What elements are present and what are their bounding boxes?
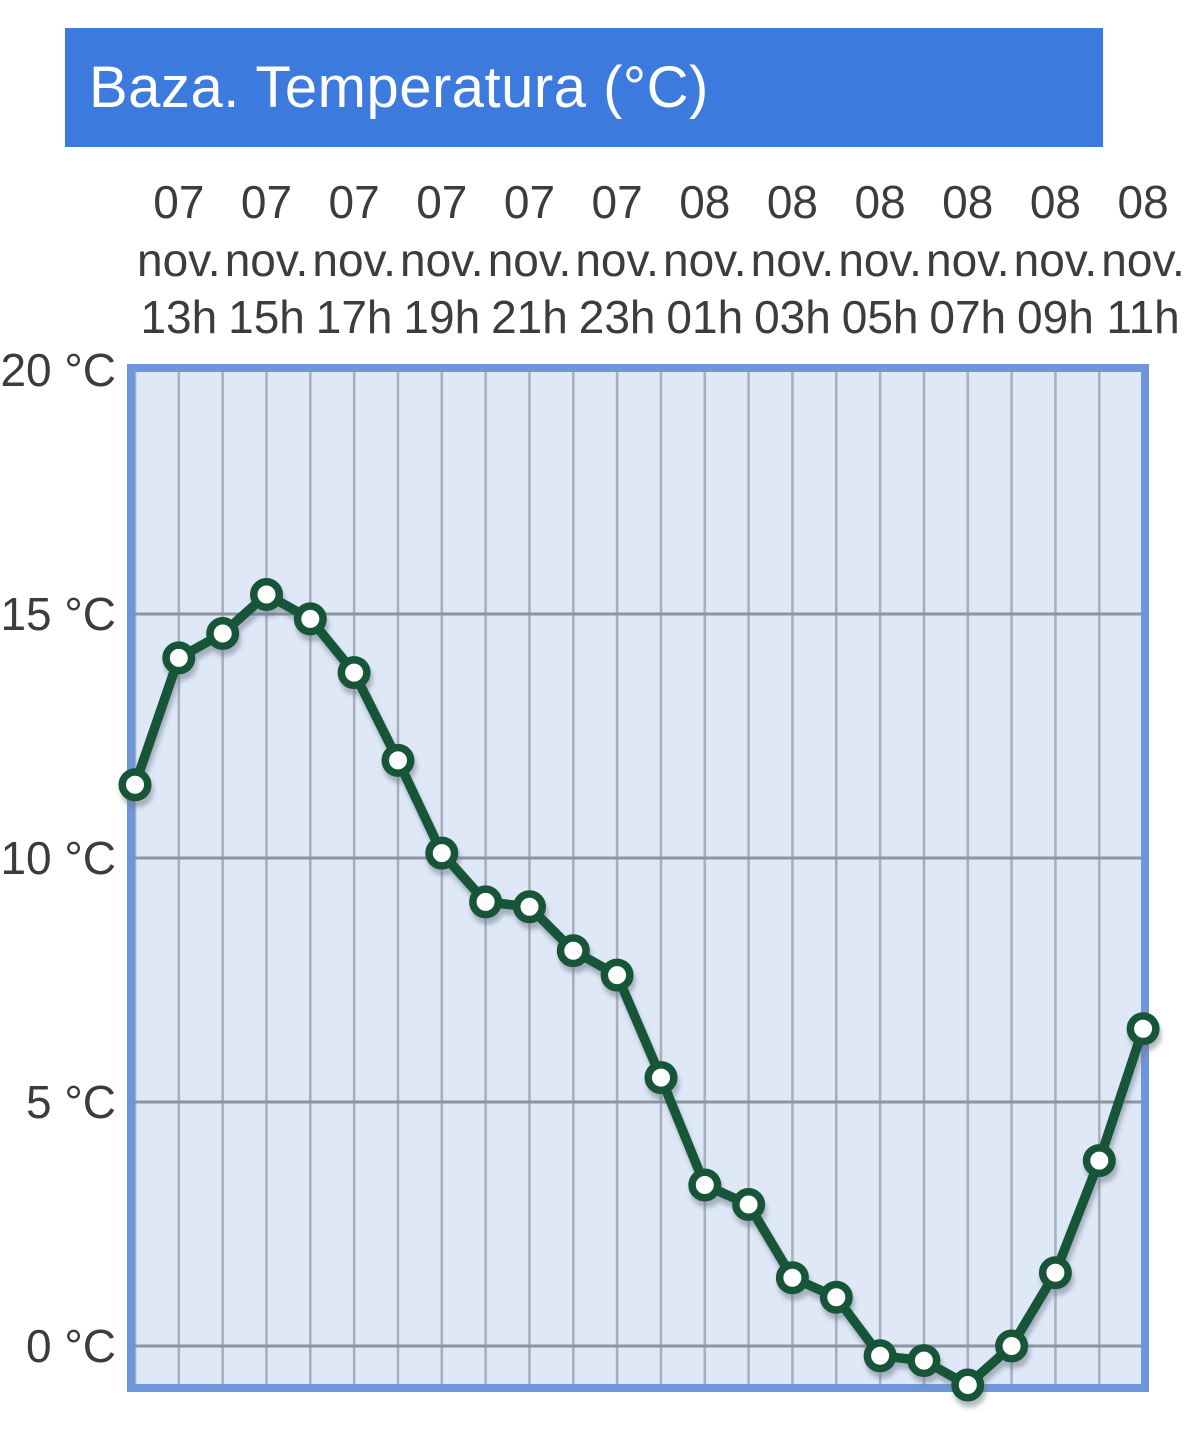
data-point-marker [118, 768, 152, 802]
month-label: nov. [312, 233, 396, 286]
data-point-marker [995, 1329, 1029, 1363]
hour-label: 17h [315, 291, 393, 343]
hour-label: 01h [666, 291, 744, 343]
data-point-marker [863, 1339, 897, 1373]
data-point-marker [600, 958, 634, 992]
data-point-marker [907, 1344, 941, 1378]
y-axis-tick-label: 5 °C [26, 1076, 116, 1128]
y-axis-tick-label: 0 °C [26, 1320, 116, 1372]
x-axis-label-column: 08 nov. 03h [722, 174, 862, 347]
plot-background [131, 368, 1145, 1388]
month-label: nov. [1013, 233, 1098, 286]
plot-border [127, 364, 1149, 1392]
x-axis-label-column: 07 nov. 19h [372, 174, 512, 347]
month-label: nov. [137, 233, 221, 286]
month-label: nov. [925, 233, 1010, 286]
day-label: 08 [854, 176, 906, 228]
x-axis-label-column: 07 nov. 23h [547, 174, 687, 347]
day-label: 07 [328, 176, 380, 228]
day-label: 08 [942, 176, 994, 228]
month-label: nov. [750, 233, 835, 286]
data-point-marker [775, 1261, 809, 1295]
hour-label: 05h [841, 291, 919, 343]
hour-label: 15h [228, 291, 305, 343]
data-point-marker [206, 617, 240, 650]
x-axis-label-column: 07 nov. 21h [459, 174, 599, 347]
day-label: 07 [503, 176, 556, 228]
hour-label: 23h [578, 291, 656, 343]
y-axis-tick-label: 15 °C [0, 588, 116, 640]
x-axis-label-column: 08 nov. 07h [898, 174, 1038, 347]
data-point-marker [293, 602, 327, 636]
x-axis-label-column: 08 nov. 05h [810, 174, 950, 347]
x-axis-label-column: 07 nov. 17h [284, 174, 424, 347]
x-axis-label-column: 07 nov. 15h [196, 174, 336, 347]
x-axis-label-column: 08 nov. 11h [1073, 174, 1191, 347]
hour-label: 13h [140, 291, 218, 343]
data-point-marker [425, 836, 459, 870]
data-point-marker [1038, 1256, 1072, 1290]
data-point-marker [951, 1368, 985, 1402]
data-point-marker [337, 656, 371, 690]
hour-label: 09h [1017, 291, 1094, 343]
page-title: Baza. Temperatura (°C) [89, 55, 709, 120]
data-point-marker [250, 578, 283, 611]
data-point-marker [644, 1061, 678, 1095]
data-point-marker [1126, 1012, 1160, 1046]
hour-label: 03h [754, 291, 831, 343]
data-point-marker [469, 885, 503, 919]
hour-label: 07h [929, 291, 1007, 343]
day-label: 08 [1117, 176, 1169, 228]
day-label: 07 [240, 176, 293, 228]
month-label: nov. [575, 233, 659, 286]
data-point-marker [513, 890, 546, 924]
data-point-marker [1082, 1144, 1116, 1178]
day-label: 07 [153, 176, 205, 228]
day-label: 08 [1029, 176, 1081, 228]
day-label: 07 [591, 176, 643, 228]
month-label: nov. [487, 233, 572, 286]
day-label: 08 [766, 176, 819, 228]
data-point-marker [819, 1280, 853, 1314]
month-label: nov. [1101, 233, 1185, 286]
data-point-marker [162, 641, 196, 675]
hour-label: 19h [403, 291, 481, 343]
month-label: nov. [663, 233, 747, 286]
x-axis-label-column: 08 nov. 09h [985, 174, 1125, 347]
y-axis-tick-label: 10 °C [0, 832, 116, 884]
day-label: 08 [679, 176, 731, 228]
data-point-marker [556, 934, 590, 968]
month-label: nov. [224, 233, 309, 286]
x-axis-label-column: 07 nov. 13h [109, 174, 249, 347]
y-axis-tick-label: 20 °C [0, 344, 116, 396]
chart-title-bar: Baza. Temperatura (°C) [65, 28, 1103, 147]
hour-label: 11h [1106, 291, 1180, 343]
month-label: nov. [838, 233, 922, 286]
data-point-marker [732, 1188, 766, 1221]
data-point-marker [688, 1168, 722, 1202]
day-label: 07 [416, 176, 468, 228]
temperature-series [118, 578, 1160, 1402]
x-axis-label-column: 08 nov. 01h [635, 174, 775, 347]
data-point-marker [381, 743, 415, 777]
hour-label: 21h [491, 291, 568, 343]
month-label: nov. [400, 233, 484, 286]
